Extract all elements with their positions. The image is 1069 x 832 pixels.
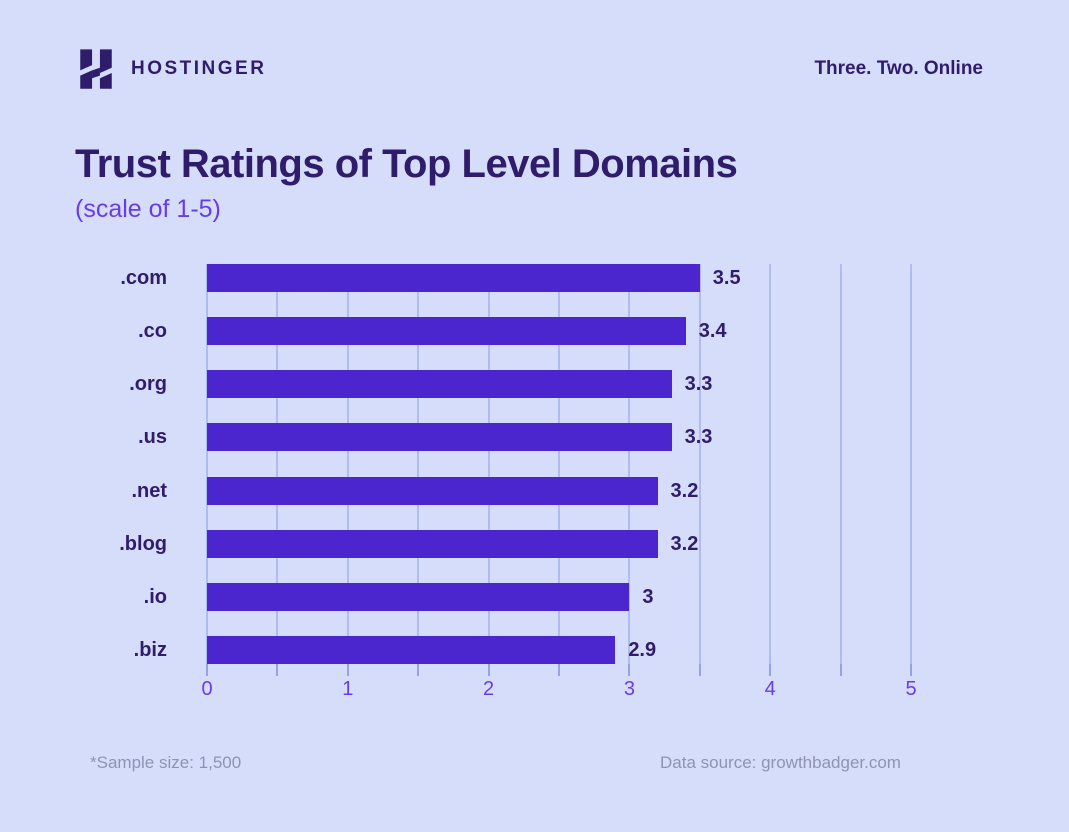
category-label: .net	[131, 479, 167, 502]
axis-tick	[206, 664, 208, 676]
category-label: .org	[129, 373, 167, 396]
axis-tick-label: 1	[342, 678, 354, 700]
value-label: 3.4	[698, 320, 727, 343]
axis-tick	[910, 664, 912, 676]
axis-tick-label: 5	[905, 678, 917, 700]
bar	[207, 317, 686, 346]
axis-tick-label: 0	[201, 678, 213, 700]
bar-row: .us 3.3	[138, 423, 911, 452]
axis-tick	[628, 664, 631, 676]
bar	[207, 529, 658, 558]
bar	[207, 582, 630, 611]
axis-tick	[487, 664, 490, 676]
category-label: .blog	[119, 532, 167, 555]
header: HOSTINGER Three. Two. Online	[0, 0, 1069, 90]
gridline	[628, 264, 631, 671]
axis-tick-label: 4	[764, 678, 776, 700]
category-label: .biz	[133, 639, 167, 661]
gridline	[276, 264, 279, 671]
bar-row: .io 3	[144, 582, 911, 611]
bar	[207, 636, 616, 664]
category-label: .com	[120, 267, 167, 289]
axis-tick	[276, 664, 279, 676]
bar-row: .blog 3.2	[119, 529, 911, 558]
brand-tagline: Three. Two. Online	[814, 58, 983, 79]
title-block: Trust Ratings of Top Level Domains (scal…	[75, 142, 1069, 224]
axis-tick-label: 2	[483, 678, 495, 700]
bar	[207, 264, 700, 292]
gridline	[698, 264, 701, 671]
footer: *Sample size: 1,500 Data source: growthb…	[0, 753, 1069, 775]
bar	[207, 423, 672, 452]
gridline	[769, 264, 772, 671]
category-label: .io	[143, 585, 167, 608]
sample-size-note: *Sample size: 1,500	[90, 753, 242, 772]
gridline	[346, 264, 349, 671]
value-label: 3.3	[684, 426, 713, 449]
brand-wordmark: HOSTINGER	[131, 58, 267, 79]
gridline	[487, 264, 490, 671]
bar-row: .net 3.2	[131, 476, 911, 505]
hostinger-h-logo-icon	[80, 49, 112, 89]
axis-tick	[839, 664, 842, 676]
value-label: 3.2	[670, 479, 699, 502]
bar	[207, 476, 658, 505]
page-title: Trust Ratings of Top Level Domains	[75, 142, 738, 186]
category-label: .us	[138, 426, 167, 449]
bar-row: .org 3.3	[129, 370, 911, 399]
value-label: 3	[642, 585, 654, 608]
value-label: 3.2	[670, 532, 699, 555]
value-label: 2.9	[628, 639, 657, 661]
bar-row: .com 3.5	[120, 264, 911, 292]
axis-tick	[558, 664, 560, 676]
value-label: 3.3	[684, 373, 713, 396]
bar-row: .biz 2.9	[134, 636, 911, 664]
gridline	[910, 264, 912, 671]
bar-row: .co 3.4	[138, 317, 911, 346]
brand-logo: HOSTINGER	[75, 48, 266, 90]
gridline	[417, 264, 420, 671]
axis-tick	[769, 664, 772, 676]
axis-tick	[417, 664, 420, 676]
page-subtitle: (scale of 1-5)	[75, 195, 221, 223]
data-source-note: Data source: growthbadger.com	[660, 753, 901, 772]
value-label: 3.5	[712, 267, 741, 289]
axis-tick	[698, 664, 701, 676]
gridline	[206, 264, 208, 671]
x-axis: 0 1 2 3 4 5	[201, 664, 917, 700]
category-label: .co	[138, 320, 167, 343]
bar	[207, 370, 672, 399]
gridline	[558, 264, 560, 671]
axis-tick	[346, 664, 349, 676]
axis-tick-label: 3	[623, 678, 635, 700]
bar-chart-plot-area: .com 3.5 .co 3.4 .org 3.3 .us 3.3 .net 3.2 .blog 3.…	[119, 264, 912, 671]
gridline	[839, 264, 842, 671]
